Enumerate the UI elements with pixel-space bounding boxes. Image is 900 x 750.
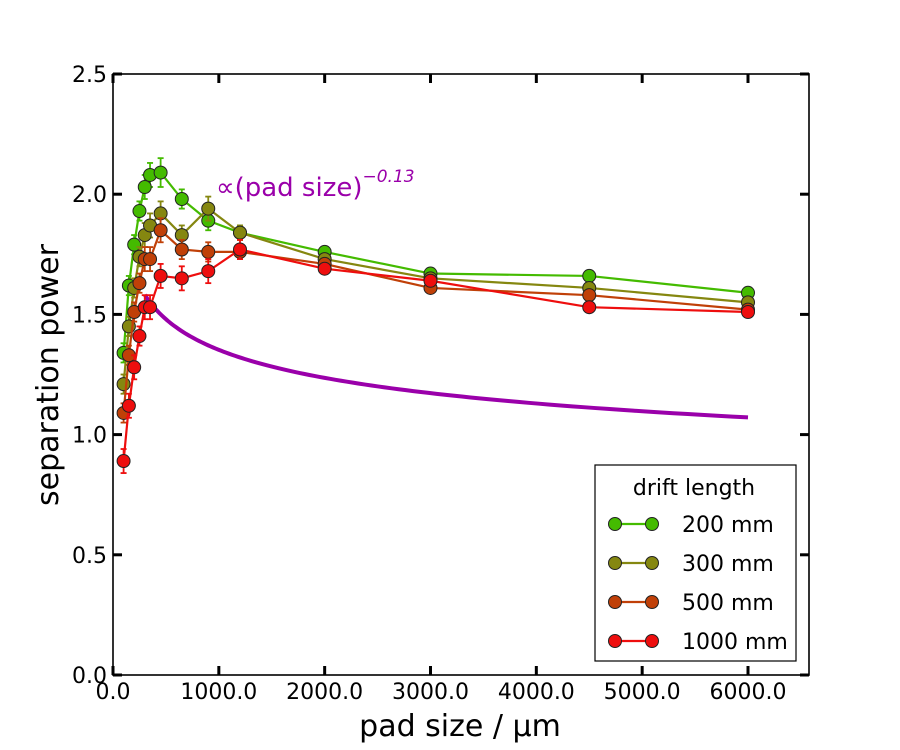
data-point [174, 242, 189, 257]
series-300-mm [116, 195, 755, 395]
data-point [201, 201, 216, 216]
data-point [582, 288, 597, 303]
legend-label: 500 mm [682, 591, 774, 616]
legend-entry: 1000 mm [608, 630, 788, 655]
y-tick-label: 1.0 [72, 424, 107, 449]
x-tick-label: 2000.0 [286, 680, 363, 705]
legend-label: 200 mm [682, 513, 774, 538]
data-point [201, 244, 216, 259]
data-point [153, 165, 168, 180]
legend-label: 1000 mm [682, 630, 788, 655]
data-point [174, 271, 189, 286]
x-tick-label: 3000.0 [392, 680, 469, 705]
data-point [143, 252, 158, 267]
legend-entry: 500 mm [608, 591, 774, 616]
series-layer [116, 157, 755, 474]
x-tick-label: 0.0 [96, 680, 131, 705]
legend-marker [608, 556, 622, 570]
y-axis-title: separation power [31, 243, 66, 506]
data-point [317, 261, 332, 276]
legend: drift length 200 mm 300 mm 500 mm 1000 mm [594, 464, 797, 662]
data-point [121, 398, 136, 413]
x-tick-label: 1000.0 [180, 680, 257, 705]
x-tick-label: 5000.0 [604, 680, 681, 705]
axes-layer: 0.0 0.5 1.0 1.5 2.0 2.5 0.0 1000.0 2000.0 3000.0 4… [72, 63, 810, 705]
fit-annotation-exponent: −0.13 [362, 167, 414, 187]
series-500-mm [116, 217, 755, 424]
series-line [122, 228, 749, 414]
data-point [423, 273, 438, 288]
data-point [741, 304, 755, 319]
y-tick-label: 2.5 [72, 63, 107, 88]
fit-curve [143, 293, 749, 420]
data-point [116, 377, 131, 392]
x-tick-label: 6000.0 [710, 680, 787, 705]
data-point [132, 204, 147, 219]
legend-marker [645, 517, 659, 531]
fit-annotation-prefix: ∝(pad size) [216, 173, 362, 203]
data-point [143, 300, 158, 315]
data-point [127, 360, 142, 375]
y-tick-label: 2.0 [72, 183, 107, 208]
legend-entries: 200 mm 300 mm 500 mm 1000 mm [608, 513, 788, 655]
y-tick-label: 1.5 [72, 303, 107, 328]
legend-entry: 200 mm [608, 513, 774, 538]
legend-label: 300 mm [682, 552, 774, 577]
x-tick-label: 4000.0 [498, 680, 575, 705]
data-point [582, 300, 597, 315]
data-point [116, 454, 131, 469]
fit-annotation: ∝(pad size)−0.13 [216, 167, 415, 203]
legend-marker [645, 634, 659, 648]
data-point [233, 242, 247, 257]
data-point [137, 179, 152, 194]
y-tick-label: 0.5 [72, 544, 107, 569]
x-axis-title: pad size / μm [359, 709, 561, 744]
plot-frame [112, 73, 810, 676]
data-point [153, 268, 168, 283]
data-point [132, 329, 147, 344]
series-1000-mm [116, 238, 755, 474]
data-point [233, 225, 247, 240]
data-point [132, 276, 147, 291]
data-point [153, 223, 168, 238]
legend-marker [608, 634, 622, 648]
legend-title: drift length [633, 476, 755, 501]
series-line [122, 207, 749, 385]
fit-curve-layer [143, 293, 749, 420]
data-point [201, 264, 216, 279]
legend-marker [608, 595, 622, 609]
y-tick-label: 0.0 [72, 664, 107, 689]
legend-marker [608, 517, 622, 531]
legend-entry: 300 mm [608, 552, 774, 577]
series-200-mm [116, 157, 755, 364]
legend-marker [645, 556, 659, 570]
data-point [582, 268, 597, 283]
data-point [174, 192, 189, 207]
legend-marker [645, 595, 659, 609]
